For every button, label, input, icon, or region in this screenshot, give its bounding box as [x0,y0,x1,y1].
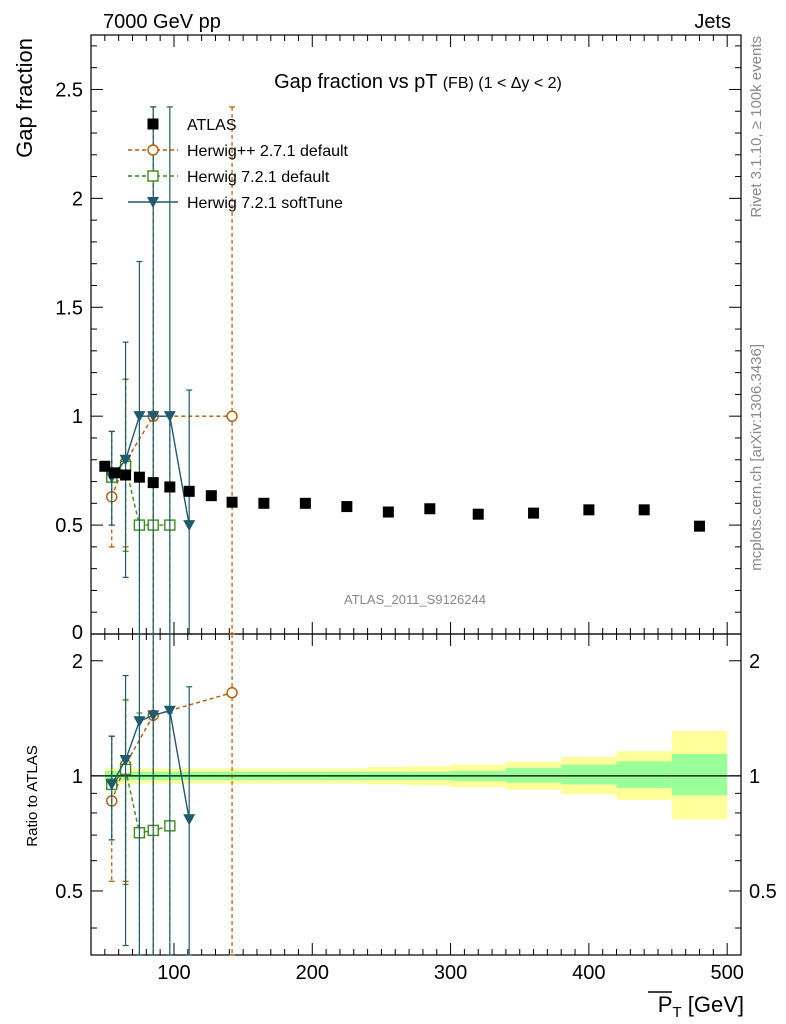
x-tick-label: 400 [572,962,605,984]
ratio-y-tick-label: 1 [72,766,83,788]
ratio-y-tick-label: 2 [72,651,83,673]
ratio-band-inner [671,754,728,796]
ratio-series-herwig-2-7-1-default [106,633,238,956]
x-axis-label: PT [GeV] [648,991,744,1021]
ratio-data-point [163,705,176,717]
main-y-tick-label: 2 [72,188,83,210]
main-data-point [147,411,160,423]
main-data-point [299,497,311,509]
legend-marker [147,144,159,156]
main-data-point [226,410,238,422]
main-data-point [163,411,176,423]
main-data-point [109,467,121,479]
main-data-point [133,411,146,423]
ratio-data-point [226,687,238,699]
ratio-series-line [111,692,233,802]
ratio-data-point [105,779,118,791]
ratio-y-tick-label-right: 1 [749,766,760,788]
x-tick-label: 300 [434,962,467,984]
legend-marker [147,118,159,130]
ratio-band-inner [505,767,562,783]
ratio-band-inner [616,761,672,788]
main-data-point [341,501,353,513]
watermark-text: ATLAS_2011_S9126244 [344,592,486,607]
ratio-data-point [147,710,160,722]
y-axis-label-ratio: Ratio to ATLAS [24,745,41,846]
legend-marker [147,197,159,208]
ratio-data-point [119,755,132,767]
ratio-data-point [183,814,196,826]
main-data-point [382,506,394,518]
ratio-data-point [133,716,146,728]
main-data-point [694,520,706,532]
header-right: Jets [694,11,731,33]
main-y-tick-label: 0.5 [55,515,83,537]
rivet-label: Rivet 3.1.10, ≥ 100k events [748,36,765,218]
main-data-point [120,469,132,481]
y-axis-label-main: Gap fraction [12,38,37,158]
legend-item: Herwig++ 2.7.1 default [128,143,349,160]
main-data-point [133,471,145,483]
x-tick-label: 500 [710,962,743,984]
main-series-herwig-7-2-1-softtune [105,106,196,635]
main-data-point [147,477,159,489]
main-data-point [205,490,217,502]
main-data-point [424,503,436,515]
main-series-line [111,415,190,526]
ratio-series-herwig-7-2-1-default [106,699,176,956]
main-plot-area: 0.5 1 1.5 2 2.5 0 [55,34,742,644]
main-y-tick-label: 1.5 [55,297,83,319]
main-data-point [183,520,196,532]
x-axis-label-unit: [GeV] [682,992,744,1017]
ratio-y-tick-label-right: 0.5 [749,881,777,903]
mcplots-label: mcplots.cern.ch [arXiv:1306.3436] [748,344,765,571]
main-data-point [99,460,111,472]
x-tick-label: 100 [157,962,190,984]
header-left: 7000 GeV pp [103,11,221,33]
ratio-plot-area: 100 200 300 400 500 0.5 0.5 1 1 2 2 [55,633,777,984]
legend-item: Herwig 7.2.1 softTune [128,195,343,212]
legend-item: ATLAS [147,117,237,134]
main-data-point [472,508,484,520]
main-title-sub: (FB) (1 < Δy < 2) [443,75,562,92]
main-y-tick-label: 0 [72,622,83,644]
x-tick-label: 200 [296,962,329,984]
legend-marker [147,170,159,182]
ratio-series-herwig-7-2-1-softtune [105,633,196,956]
legend-label: ATLAS [187,117,237,134]
main-y-tick-label: 1 [72,406,83,428]
ratio-y-tick-label: 0.5 [55,881,83,903]
legend-item: Herwig 7.2.1 default [128,169,330,186]
ratio-band-inner [561,764,617,785]
svg-text:PT [GeV]: PT [GeV] [658,992,744,1021]
legend-label: Herwig 7.2.1 default [187,169,330,186]
main-data-point [583,504,595,516]
legend-label: Herwig++ 2.7.1 default [187,143,349,160]
main-series-atlas [99,460,706,532]
ratio-plot-frame [90,633,742,956]
main-data-point [638,504,650,516]
x-axis-label-sub: T [672,1004,681,1021]
legend-label: Herwig 7.2.1 softTune [187,195,343,212]
main-data-point [183,485,195,497]
main-data-point [119,454,132,466]
ratio-y-tick-label-right: 2 [749,651,760,673]
main-data-point [258,497,270,509]
x-axis-label-main: P [658,992,673,1017]
main-title: Gap fraction vs pT (FB) (1 < Δy < 2) [274,71,562,93]
ratio-series-line [111,709,190,820]
main-title-text: Gap fraction vs pT [274,71,437,93]
main-data-point [226,496,238,508]
legend: ATLAS Herwig++ 2.7.1 default Herwig 7.2.1 … [128,117,349,212]
main-data-point [164,481,176,493]
main-y-tick-label: 2.5 [55,79,83,101]
main-data-point [528,507,540,519]
